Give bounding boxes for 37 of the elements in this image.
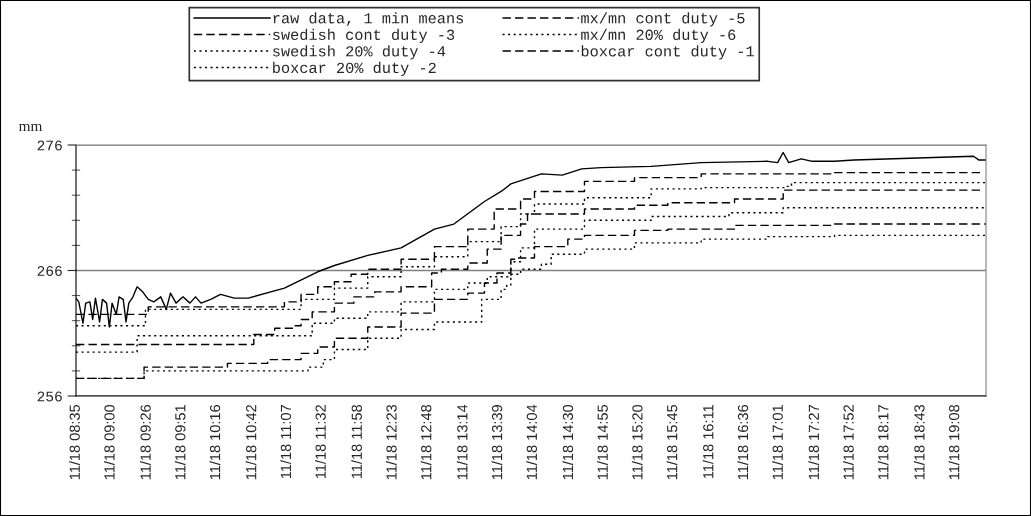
x-tick-label: 11/18 11:58 bbox=[351, 404, 362, 479]
x-tick-label: 11/18 13:39 bbox=[491, 405, 503, 480]
x-tick-label: 11/18 11:32 bbox=[315, 405, 326, 479]
x-tick-label: 11/18 10:16 bbox=[209, 404, 221, 480]
legend-label: mx/mn cont duty -5 bbox=[581, 12, 745, 27]
y-tick-label: 256 bbox=[37, 391, 62, 402]
x-tick-label: 11/18 11:07 bbox=[280, 405, 292, 479]
y-axis-title: mm bbox=[18, 123, 43, 132]
x-tick-label: 11/18 18:43 bbox=[913, 404, 925, 480]
legend-label: swedish cont duty -3 bbox=[273, 28, 455, 43]
x-tick-label: 11/18 08:35 bbox=[69, 404, 80, 480]
y-tick-label: 266 bbox=[37, 266, 62, 276]
x-tick-label: 11/18 13:14 bbox=[456, 404, 468, 480]
legend-label: mx/mn 20% duty -6 bbox=[581, 28, 736, 43]
y-tick-label: 276 bbox=[37, 140, 62, 151]
legend-label: swedish 20% duty -4 bbox=[273, 45, 446, 60]
x-tick-label: 11/18 17:27 bbox=[808, 405, 820, 480]
x-tick-label: 11/18 16:11 bbox=[702, 405, 714, 479]
x-tick-label: 11/18 17:52 bbox=[843, 405, 854, 480]
x-tick-label: 11/18 15:20 bbox=[631, 404, 643, 480]
legend-label: raw data, 1 min means bbox=[273, 12, 464, 26]
x-tick-label: 11/18 09:26 bbox=[140, 404, 151, 480]
x-tick-label: 11/18 15:45 bbox=[666, 404, 678, 480]
x-tick-label: 11/18 12:23 bbox=[385, 404, 397, 480]
legend-label: boxcar cont duty -1 bbox=[581, 45, 754, 60]
x-tick-label: 11/18 14:04 bbox=[526, 404, 537, 480]
x-tick-label: 11/18 16:36 bbox=[737, 404, 749, 480]
legend-label: boxcar 20% duty -2 bbox=[273, 61, 436, 77]
x-tick-label: 11/18 10:42 bbox=[245, 405, 257, 480]
x-tick-label: 11/18 18:17 bbox=[877, 405, 889, 480]
x-tick-label: 11/18 14:30 bbox=[562, 404, 574, 480]
x-tick-label: 11/18 12:48 bbox=[420, 404, 432, 480]
x-tick-label: 11/18 14:55 bbox=[597, 404, 608, 480]
x-tick-label: 11/18 19:08 bbox=[948, 404, 960, 480]
x-tick-label: 11/18 17:01 bbox=[772, 405, 783, 480]
x-tick-label: 11/18 09:00 bbox=[103, 404, 115, 480]
x-tick-label: 11/18 09:51 bbox=[174, 405, 186, 480]
